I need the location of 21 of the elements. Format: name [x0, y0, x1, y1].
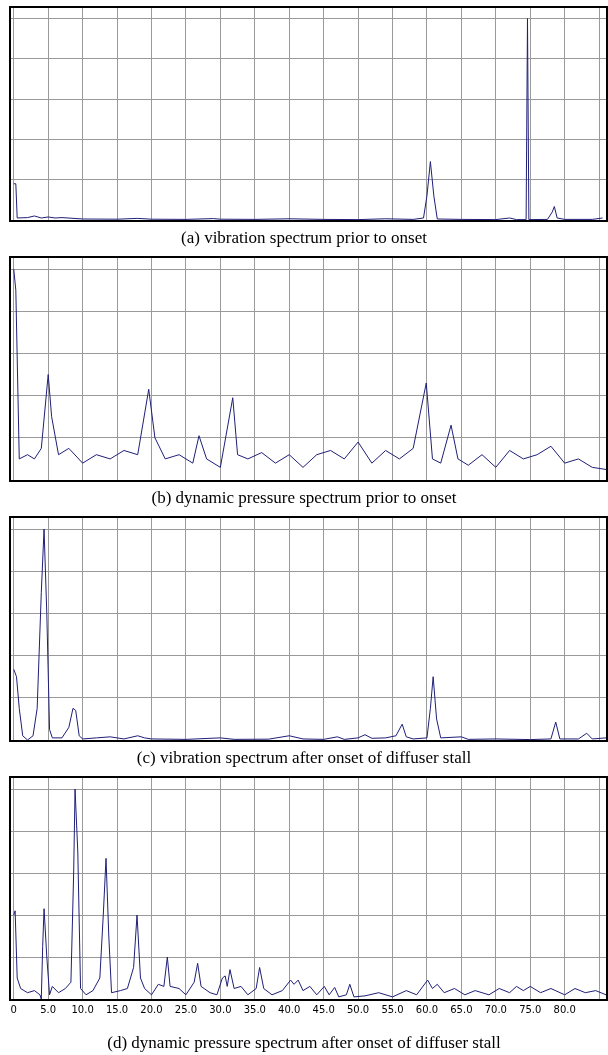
text: (c) vibration spectrum after onset of diffuser stall	[136, 748, 472, 767]
x-tick-label: 25.0	[174, 1004, 198, 1015]
x-tick-label: 15.0	[105, 1004, 129, 1015]
x-tick-label: 35.0	[243, 1004, 266, 1015]
x-tick-label: 30.0	[209, 1004, 232, 1015]
x-tick-label: 40.0	[278, 1004, 301, 1015]
x-tick-label: 50.0	[346, 1004, 370, 1015]
text: (b) dynamic pressure spectrum prior to onset	[151, 488, 457, 507]
x-tick-label: 5.0	[40, 1004, 57, 1015]
x-tick-label: 10.0	[71, 1004, 94, 1015]
x-tick-label: 55.0	[381, 1004, 404, 1015]
x-tick-label: 60.0	[415, 1004, 439, 1015]
text: (a) vibration spectrum prior to onset	[181, 228, 428, 247]
x-tick-label: 80.0	[553, 1004, 576, 1015]
x-tick-label: 0	[10, 1004, 17, 1015]
x-tick-label: 70.0	[484, 1004, 507, 1015]
x-tick-label: 65.0	[450, 1004, 473, 1015]
x-tick-label: 20.0	[140, 1004, 163, 1015]
x-tick-label: 45.0	[312, 1004, 335, 1015]
x-tick-label: 75.0	[519, 1004, 542, 1015]
text: (d) dynamic pressure spectrum after onset of diffuser stall	[107, 1033, 501, 1052]
